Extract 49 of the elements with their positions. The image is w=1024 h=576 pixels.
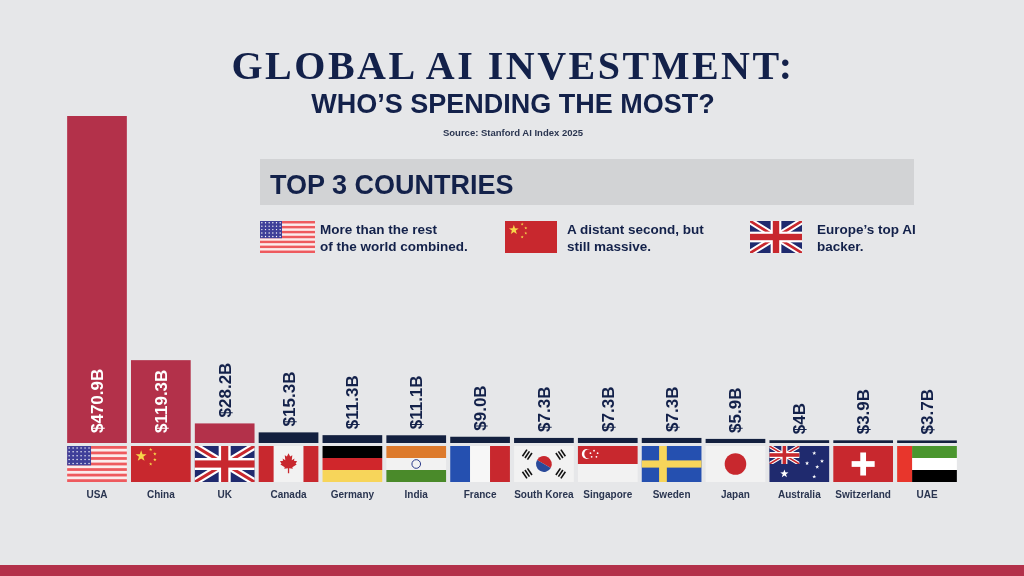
- bar: [386, 435, 447, 443]
- data-label: $7.3B: [534, 386, 554, 432]
- x-tick-label: UK: [217, 489, 233, 500]
- x-tick-label: USA: [86, 489, 108, 500]
- data-label: $470.9B: [88, 368, 107, 433]
- x-tick-label: India: [404, 489, 429, 500]
- x-tick-label: Australia: [777, 489, 822, 500]
- x-tick-label: South Korea: [514, 489, 575, 500]
- data-label: $5.9B: [726, 387, 746, 433]
- bar: [194, 423, 255, 443]
- bar: [258, 432, 319, 443]
- chart-title: GLOBAL AI INVESTMENT:: [231, 43, 795, 88]
- bar: [641, 437, 702, 443]
- annotation: TOP 3 COUNTRIES: [270, 170, 514, 200]
- data-label: $11.1B: [407, 375, 427, 430]
- chart-subtitle: WHO’S SPENDING THE MOST?: [311, 89, 715, 119]
- bar: [769, 440, 830, 443]
- x-tick-label: Switzerland: [835, 489, 891, 500]
- bar: [131, 360, 191, 443]
- x-tick-label: China: [146, 489, 176, 500]
- annotation: More than the rest of the world combined.: [320, 222, 468, 254]
- x-tick-label: Canada: [270, 489, 308, 500]
- annotation: Europe’s top AI backer.: [817, 222, 916, 254]
- data-label: $7.3B: [598, 386, 618, 432]
- bar: [897, 440, 957, 443]
- data-label: $15.3B: [279, 371, 299, 427]
- data-label: $11.3B: [343, 375, 363, 430]
- annotation: A distant second, but still massive.: [567, 222, 705, 254]
- bar: [577, 437, 638, 443]
- data-label: $3.9B: [854, 388, 874, 435]
- x-tick-label: Singapore: [583, 489, 633, 500]
- data-label: $119.3B: [151, 369, 171, 433]
- data-label: $9.0B: [471, 385, 491, 431]
- x-tick-label: Germany: [330, 489, 375, 500]
- bar: [450, 436, 510, 443]
- annotation: Source: Stanford AI Index 2025: [442, 127, 584, 138]
- data-label: $28.2B: [215, 362, 235, 418]
- x-tick-label: Sweden: [652, 489, 691, 500]
- x-tick-label: Japan: [721, 489, 750, 500]
- bar: [705, 438, 766, 443]
- bar: [67, 116, 127, 443]
- bar: [322, 435, 383, 443]
- bar: [833, 440, 893, 443]
- data-label: $7.3B: [662, 386, 682, 432]
- x-tick-label: UAE: [916, 489, 938, 500]
- data-label: $4B: [790, 403, 810, 435]
- x-tick-label: France: [463, 489, 497, 500]
- bar: [514, 437, 574, 443]
- data-label: $3.7B: [918, 389, 937, 435]
